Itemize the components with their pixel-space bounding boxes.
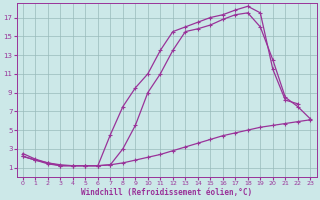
- X-axis label: Windchill (Refroidissement éolien,°C): Windchill (Refroidissement éolien,°C): [81, 188, 252, 197]
